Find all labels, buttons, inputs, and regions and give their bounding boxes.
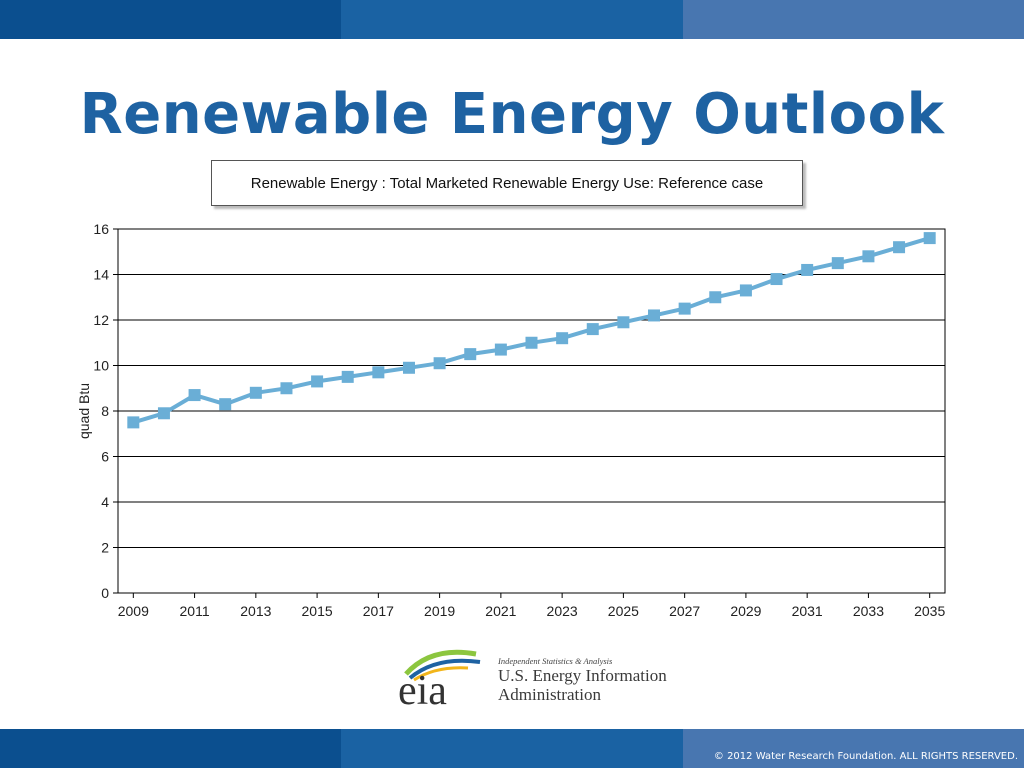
plot-frame [117, 228, 946, 594]
x-tick-label: 2035 [914, 603, 945, 619]
y-tick-label: 2 [101, 540, 109, 556]
data-point [648, 309, 661, 322]
x-tick-label: 2013 [240, 603, 271, 619]
data-point [709, 291, 722, 304]
data-point [862, 250, 875, 263]
data-point [219, 398, 232, 411]
slide-title: Renewable Energy Outlook [79, 82, 945, 147]
top-banner-segment-1 [0, 0, 341, 39]
x-tick-label: 2011 [180, 603, 210, 619]
y-tick-label: 8 [101, 403, 109, 419]
data-point [402, 361, 415, 374]
data-point [923, 232, 936, 245]
y-tick-label: 12 [93, 312, 109, 328]
data-point [586, 323, 599, 336]
x-tick-label: 2029 [730, 603, 761, 619]
eia-logo-icon: eia [398, 649, 481, 710]
eia-name-line-1: U.S. Energy Information [498, 666, 667, 685]
x-tick-label: 2025 [608, 603, 639, 619]
data-point [801, 263, 814, 276]
x-tick-label: 2033 [853, 603, 884, 619]
x-tick-label: 2031 [792, 603, 823, 619]
data-point [494, 343, 507, 356]
x-tick-label: 2019 [424, 603, 455, 619]
bottom-banner-segment-3 [683, 729, 1024, 768]
data-point [433, 357, 446, 370]
line-chart: 0 2 4 6 8 10 12 14 16 2009 2011 2013 2015 2017 2019 202… [76, 221, 946, 619]
data-point [770, 273, 783, 286]
data-point [372, 366, 385, 379]
bottom-banner [0, 729, 1024, 768]
copyright-footer: © 2012 Water Research Foundation. ALL RI… [713, 751, 1018, 762]
data-point [341, 370, 354, 383]
y-axis-label: quad Btu [76, 383, 92, 439]
x-tick-label: 2021 [485, 603, 516, 619]
y-tick-label: 0 [101, 585, 109, 601]
x-tick-label: 2017 [363, 603, 394, 619]
data-point [464, 348, 477, 361]
data-point [157, 407, 170, 420]
x-tick-label: 2027 [669, 603, 700, 619]
x-tick-label: 2015 [302, 603, 333, 619]
y-tick-label: 6 [101, 449, 109, 465]
y-tick-label: 14 [93, 267, 109, 283]
data-point [831, 257, 844, 270]
eia-mark: eia [398, 668, 447, 710]
bottom-banner-segment-1 [0, 729, 341, 768]
chart-title: Renewable Energy : Total Marketed Renewa… [211, 160, 803, 206]
data-point [893, 241, 906, 254]
data-point [280, 382, 293, 395]
data-point [127, 416, 140, 429]
y-tick-label: 16 [93, 221, 109, 237]
data-point [556, 332, 569, 345]
top-banner-segment-2 [341, 0, 683, 39]
data-point [311, 375, 324, 388]
eia-tagline: Independent Statistics & Analysis [498, 656, 613, 666]
data-point [739, 284, 752, 297]
y-tick-label: 10 [93, 358, 109, 374]
eia-wordmark: Independent Statistics & Analysis U.S. E… [498, 656, 667, 704]
data-point [525, 336, 538, 349]
y-tick-label: 4 [101, 494, 109, 510]
top-banner [0, 0, 1024, 39]
data-point [678, 302, 691, 315]
data-point [188, 389, 201, 402]
x-tick-label: 2009 [118, 603, 149, 619]
data-point [617, 316, 630, 329]
eia-name-line-2: Administration [498, 685, 601, 704]
bottom-banner-segment-2 [341, 729, 683, 768]
data-point [249, 386, 262, 399]
top-banner-segment-3 [683, 0, 1024, 39]
x-tick-label: 2023 [547, 603, 578, 619]
